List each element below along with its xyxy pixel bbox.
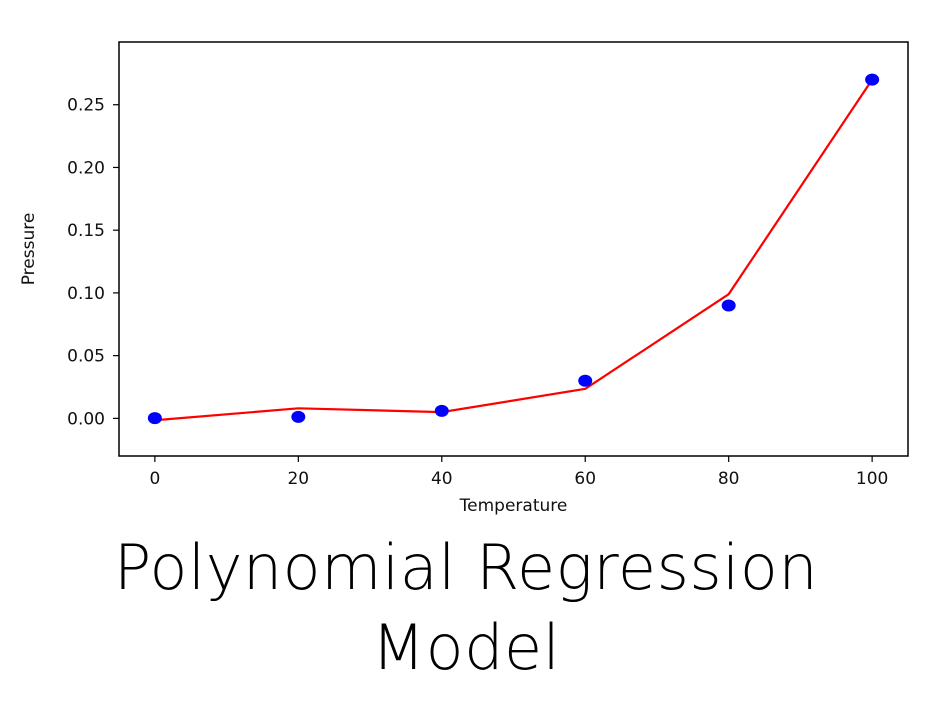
y-axis: 0.00 0.05 0.10 0.15 0.20 0.25 <box>67 96 119 429</box>
regression-line <box>154 79 874 422</box>
y-tick-label: 0.20 <box>67 158 105 178</box>
data-point <box>578 374 593 387</box>
x-tick-label: 80 <box>718 469 740 489</box>
caption-line-2: Model <box>371 611 561 684</box>
x-axis: 0 20 40 60 80 100 <box>149 456 888 489</box>
x-axis-title: Temperature <box>459 496 568 516</box>
caption: Polynomial Regression Model <box>0 528 932 688</box>
x-tick-label: 60 <box>574 469 596 489</box>
x-tick-label: 0 <box>149 469 160 489</box>
y-tick-label: 0.05 <box>67 347 105 367</box>
x-tick-label: 40 <box>431 469 453 489</box>
y-tick-label: 0.10 <box>67 284 105 304</box>
data-point <box>721 299 736 312</box>
y-tick-label: 0.15 <box>67 221 105 241</box>
x-tick-label: 100 <box>856 469 888 489</box>
y-tick-label: 0.25 <box>67 96 105 116</box>
x-tick-label: 20 <box>287 469 309 489</box>
y-tick-label: 0.00 <box>67 409 105 429</box>
y-axis-title: Pressure <box>19 213 39 286</box>
data-point <box>147 412 162 425</box>
chart: 0 20 40 60 80 100 0.00 0.05 0.10 0.15 0.20 0.25 Te… <box>19 41 909 516</box>
caption-line-1: Polynomial Regression <box>113 531 819 604</box>
plot-frame <box>118 41 909 457</box>
data-point <box>434 404 449 417</box>
series-layer <box>147 73 880 425</box>
data-point <box>865 73 880 86</box>
data-point <box>291 410 306 423</box>
